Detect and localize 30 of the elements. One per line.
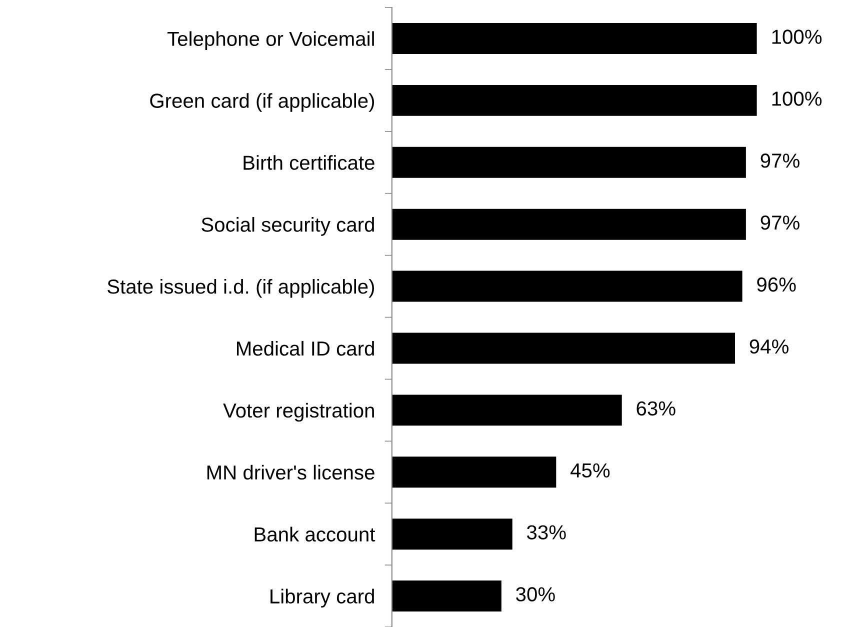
y-tick-label: Library card [270, 588, 374, 608]
y-tick-label: Bank account [254, 526, 376, 542]
data-label: 100% [772, 30, 822, 44]
bar [392, 580, 502, 612]
bar [392, 208, 746, 240]
y-tick-label: Birth certificate [244, 155, 374, 170]
bar [392, 518, 512, 550]
y-tick-label: Social security card [202, 217, 374, 236]
data-label: 33% [527, 525, 566, 540]
bar [392, 23, 757, 54]
y-tick-label: MN driver's license [207, 464, 374, 480]
data-label: 63% [636, 401, 676, 416]
data-label: 45% [570, 463, 610, 478]
y-tick-label: Green card (if applicable) [150, 93, 374, 112]
bar [392, 332, 735, 364]
y-tick-label: Telephone or Voicemail [167, 31, 374, 50]
bar [392, 394, 622, 426]
bar [392, 270, 742, 302]
data-label: 97% [760, 154, 800, 168]
data-label: 96% [757, 277, 796, 292]
bar [392, 456, 556, 488]
data-label: 94% [750, 339, 788, 354]
y-tick-label: Voter registration [223, 402, 374, 422]
data-label: 30% [516, 587, 555, 602]
bar [392, 84, 757, 116]
data-label: 100% [772, 92, 822, 106]
bar [392, 146, 746, 178]
data-label: 97% [760, 215, 800, 230]
y-tick-label: Medical ID card [237, 340, 374, 356]
y-tick-label: State issued i.d. (if applicable) [108, 278, 374, 298]
